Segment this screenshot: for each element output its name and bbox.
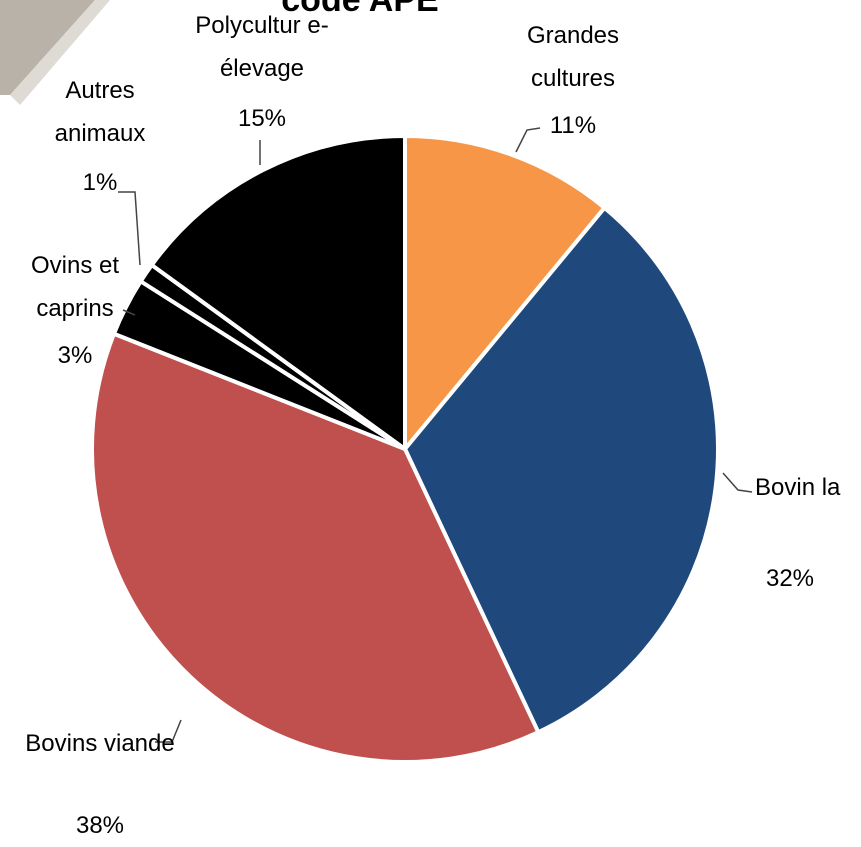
category-label: Autres animaux [30, 69, 170, 155]
value-label: 3% [25, 334, 125, 377]
value-label: 32% [740, 557, 840, 600]
category-label: Bovin la [755, 466, 840, 509]
category-label: Grandes cultures [493, 14, 653, 100]
page: code APE (() => { const data = JSON.pars… [0, 0, 861, 833]
category-label: Ovins et caprins [0, 244, 150, 330]
value-label: 15% [212, 97, 312, 140]
value-label: 11% [523, 104, 623, 147]
category-label: Bovins viande [25, 722, 175, 765]
category-label: Polycultur e-élevage [187, 4, 337, 90]
value-label: 38% [50, 804, 150, 847]
value-label: 1% [50, 161, 150, 204]
